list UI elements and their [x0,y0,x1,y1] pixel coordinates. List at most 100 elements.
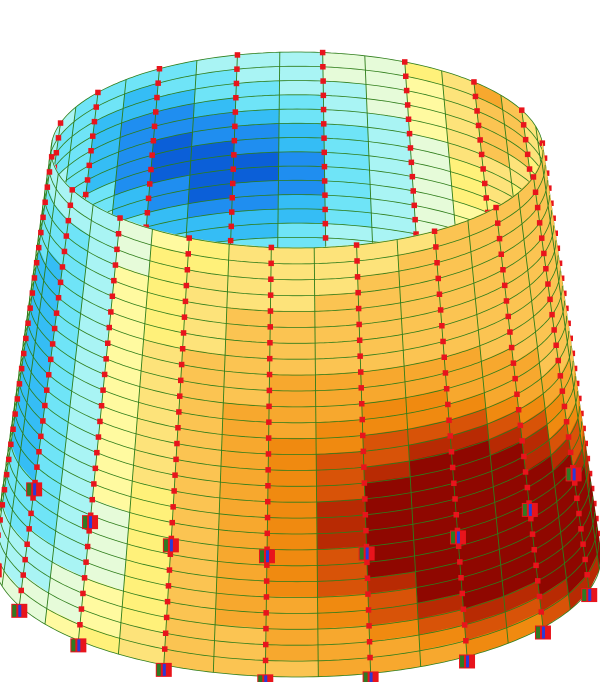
outer-meridian-line [212,244,230,673]
mesh-node [23,335,29,342]
mesh-node [528,515,534,522]
mesh-node [553,342,559,348]
outer-meridian-line [163,238,190,665]
mesh-node [446,417,452,423]
mesh-node [232,109,239,115]
outer-shell-element [268,390,317,407]
outer-ring-line [16,391,578,503]
inner-shell-element [278,137,325,153]
outer-shell-element [267,485,317,503]
mesh-node [263,641,269,648]
mesh-node [105,340,111,346]
mesh-node [447,433,453,439]
outer-shell-element [268,374,316,392]
mesh-node [154,94,160,101]
mesh-node [156,66,163,72]
mesh-node [65,217,72,224]
mesh-node [268,276,274,282]
mesh-node [180,330,187,336]
mesh-node [93,104,99,110]
mesh-node [493,204,499,211]
mesh-node [175,425,181,431]
inner-shell-element [278,165,326,182]
outer-ring-line [29,300,565,408]
outer-shell-element [266,580,318,598]
outer-meridian-line [313,247,319,677]
mesh-node [264,514,271,521]
mesh-node [410,188,416,194]
mesh-node [449,464,456,471]
mesh-node [478,151,485,158]
mesh-node [526,166,533,172]
outer-ring-line [0,541,600,662]
support-marker [521,502,538,517]
mesh-node [51,325,58,332]
support-marker [26,482,43,497]
outer-meridian-line [517,192,571,610]
mesh-node [434,260,440,266]
mesh-node [322,235,329,241]
mesh-node [320,78,326,84]
mesh-node [563,419,570,425]
mesh-node [86,528,92,534]
inner-ring-line [46,80,548,181]
mesh-node [84,177,91,183]
mesh-node [364,575,371,581]
mesh-node [230,180,236,187]
mesh-node [445,401,451,408]
outer-ring-line [11,421,583,535]
mesh-node [145,195,152,202]
outer-meridian-line [495,207,544,628]
mesh-node [359,416,365,423]
mesh-node [46,372,52,378]
mesh-node [549,311,555,318]
outer-shell-element [268,421,317,439]
mesh-node [57,120,64,126]
mesh-node [567,449,574,456]
mesh-node [166,567,173,573]
outer-ring-line [24,330,570,440]
mesh-node [457,559,463,565]
mesh-node [1,487,8,493]
mesh-node [38,229,44,236]
mesh-node [98,403,105,409]
mesh-node [524,151,531,158]
outer-ring-line [39,225,555,328]
mesh-node [515,407,522,413]
mesh-node [44,184,51,190]
support-marker [459,654,476,669]
outer-ring-line [46,180,548,281]
mesh-node [268,260,274,267]
outer-meridian-line [396,239,422,667]
mesh-node [405,116,412,122]
mesh-node [543,266,549,272]
mesh-node [482,180,488,187]
mesh-node [412,216,418,223]
mesh-node [106,324,112,331]
mesh-node [177,393,183,399]
mesh-node [321,135,327,141]
mesh-node [322,206,328,213]
outer-shell-element [266,564,318,582]
mesh-node [153,109,159,115]
mesh-node [31,275,38,281]
mesh-node [97,418,103,425]
mesh-node [366,623,372,629]
outer-meridian-line [356,245,372,674]
mesh-node [353,242,360,248]
outer-shell-element [267,453,317,471]
mesh-node [364,559,370,566]
outer-meridian-line [0,156,53,525]
mesh-node [320,106,327,113]
mesh-node [231,152,237,158]
mesh-node [228,223,234,230]
outer-shell-element [269,326,316,344]
mesh-node [403,73,409,79]
outer-ring-line [7,451,587,567]
mesh-node [357,353,363,359]
outer-meridian-line [467,220,509,644]
mesh-node [264,562,270,568]
mesh-node [48,356,54,363]
